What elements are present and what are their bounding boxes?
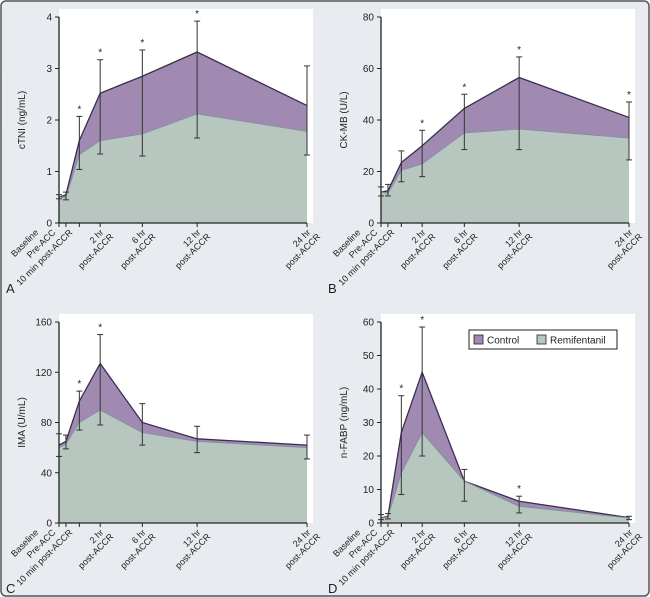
y-tick-label: 80: [363, 13, 375, 24]
legend: Control Remifentanil: [468, 329, 618, 350]
y-tick-label: 30: [363, 418, 375, 429]
y-axis-label: n-FABP (ng/mL): [339, 387, 350, 459]
y-tick-label: 80: [41, 418, 53, 429]
y-tick-label: 40: [41, 468, 53, 479]
legend-label-control: Control: [487, 336, 519, 347]
significance-marker: *: [420, 118, 424, 129]
panel-label: A: [6, 281, 15, 296]
y-tick-label: 0: [368, 219, 374, 230]
error-bar: [139, 403, 146, 446]
legend-swatch-remi: [536, 334, 547, 345]
significance-marker: *: [77, 104, 81, 115]
significance-marker: *: [140, 38, 144, 49]
error-bar: [139, 49, 146, 157]
significance-marker: *: [627, 90, 631, 101]
y-axis-label: cTNI (ng/mL): [17, 91, 28, 149]
significance-marker: *: [399, 384, 403, 395]
significance-marker: *: [462, 82, 466, 93]
error-bar: [516, 56, 523, 151]
error-bar: [398, 395, 405, 496]
error-bar: [516, 495, 523, 514]
remifentanil-area: [381, 129, 629, 223]
y-tick-label: 120: [35, 368, 52, 379]
significance-marker: *: [195, 9, 199, 20]
y-tick-label: 0: [46, 519, 52, 530]
error-bar: [194, 425, 201, 454]
error-bar: [626, 101, 632, 161]
error-bar: [194, 20, 201, 139]
error-bar: [461, 468, 468, 502]
error-bar: [304, 65, 310, 156]
y-tick-label: 0: [46, 219, 52, 230]
y-tick-label: 10: [363, 485, 375, 496]
y-tick-label: 0: [368, 519, 374, 530]
y-tick-label: 4: [46, 13, 52, 24]
y-tick-label: 60: [363, 318, 375, 329]
error-bar: [76, 115, 83, 170]
y-tick-label: 160: [35, 318, 52, 329]
significance-marker: *: [98, 323, 102, 334]
y-axis-label: IMA (U/mL): [17, 397, 28, 448]
error-bar: [398, 150, 405, 183]
legend-swatch-control: [473, 334, 484, 345]
y-tick-label: 20: [363, 167, 375, 178]
y-tick-label: 2: [46, 116, 52, 127]
y-tick-label: 60: [363, 64, 375, 75]
y-tick-label: 3: [46, 64, 52, 75]
significance-marker: *: [98, 48, 102, 59]
significance-marker: *: [517, 484, 521, 495]
legend-label-remi: Remifentanil: [550, 336, 606, 347]
error-bar: [76, 390, 83, 431]
y-tick-label: 1: [46, 167, 52, 178]
error-bar: [626, 515, 632, 521]
error-bar: [62, 434, 69, 450]
error-bar: [384, 513, 391, 520]
error-bar: [461, 93, 468, 151]
remifentanil-area: [59, 409, 307, 523]
significance-marker: *: [517, 45, 521, 56]
error-bar: [304, 434, 310, 460]
y-axis-label: CK-MB (U/L): [339, 91, 350, 148]
significance-marker: *: [420, 315, 424, 326]
significance-marker: *: [77, 379, 81, 390]
y-tick-label: 40: [363, 385, 375, 396]
remifentanil-area: [381, 432, 629, 523]
error-bar: [62, 191, 69, 201]
y-tick-label: 50: [363, 351, 375, 362]
y-tick-label: 20: [363, 452, 375, 463]
error-bar: [419, 326, 426, 457]
remifentanil-area: [59, 113, 307, 223]
error-bar: [97, 59, 104, 155]
y-tick-label: 40: [363, 116, 375, 127]
panel-label: B: [328, 281, 337, 296]
error-bar: [97, 334, 104, 426]
panel-label: D: [328, 581, 337, 596]
error-bar: [419, 129, 426, 178]
error-bar: [384, 183, 391, 197]
panel-label: C: [6, 581, 15, 596]
